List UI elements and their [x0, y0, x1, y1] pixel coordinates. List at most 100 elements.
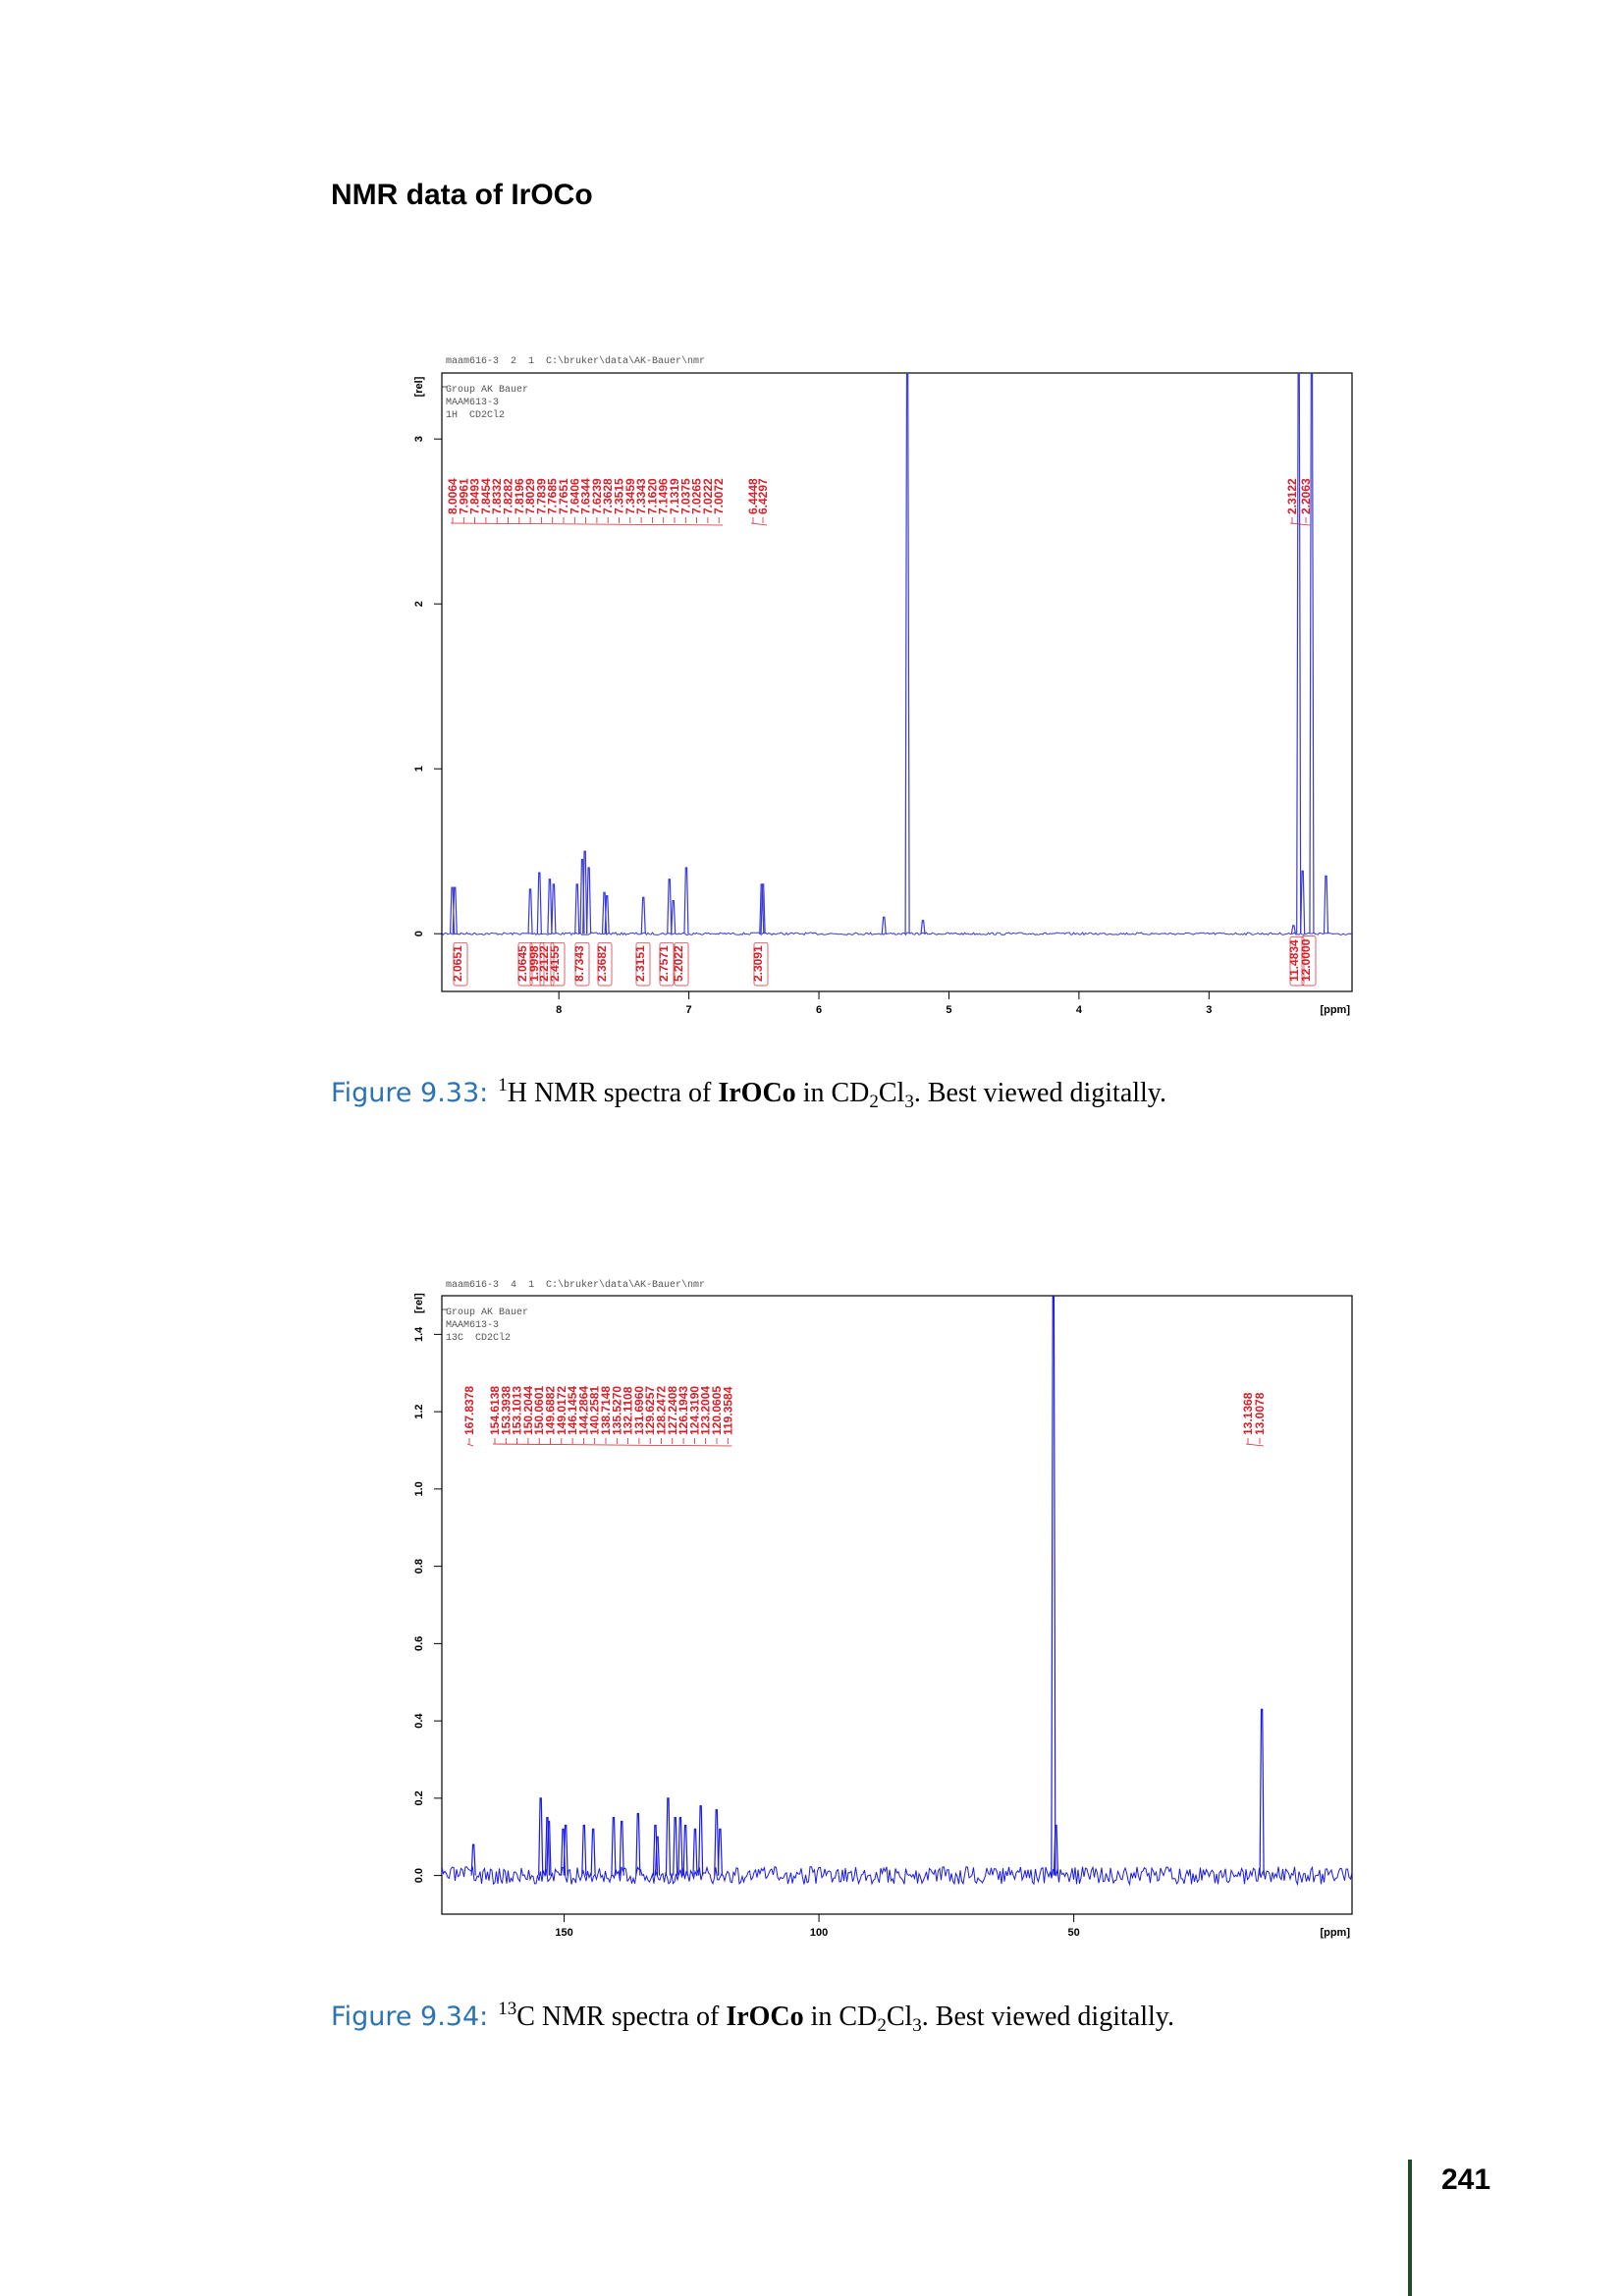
peak [673, 1816, 678, 1876]
peak-label: 2.2063 [1299, 478, 1313, 514]
figure: maam616-3 2 1 C:\bruker\data\AK-Bauer\nm… [331, 355, 1353, 1112]
peak-label: 146.1454 [566, 1386, 579, 1435]
integral-value: 1.9998 [527, 945, 541, 982]
peak-label: 124.3190 [687, 1386, 701, 1435]
peak [677, 1816, 683, 1876]
caption-label: Figure 9.34: [331, 2002, 488, 2032]
peak [604, 894, 610, 934]
peak-label: 7.0265 [690, 478, 704, 514]
figure-caption: Figure 9.34: 13C NMR spectra of IrOCo in … [331, 1999, 1174, 2036]
caption-normal: C NMR spectra of [516, 2002, 726, 2032]
integral-value: 2.0645 [515, 945, 529, 982]
x-axis-label: [ppm] [1320, 1927, 1350, 1939]
y-axis-label: [rel] [413, 1293, 425, 1313]
caption-normal: H NMR spectra of [508, 1078, 719, 1108]
caption-normal: . Best viewed digitally. [922, 2002, 1174, 2032]
peak [551, 883, 557, 934]
x-tick-label: 4 [1076, 1004, 1083, 1016]
integral-box [753, 941, 769, 987]
peak-label: 7.8282 [502, 478, 515, 514]
peak-label: 123.2004 [699, 1386, 713, 1435]
y-tick-label: 3 [413, 436, 425, 442]
peak-label: 7.3628 [601, 478, 615, 514]
peak [682, 1824, 688, 1876]
peak-label: 2.3122 [1285, 478, 1299, 514]
peak-label-bracket [466, 1443, 474, 1447]
integral-value: 2.0651 [451, 945, 464, 982]
integral-box [574, 941, 590, 987]
peak [582, 850, 588, 934]
y-tick-label: 0.8 [413, 1559, 425, 1574]
integral-box [550, 941, 566, 987]
peak [538, 1797, 544, 1876]
peak-label: 127.2408 [666, 1386, 679, 1435]
peak [536, 872, 542, 934]
caption-normal: Cl [887, 2002, 913, 2032]
peak [590, 1828, 596, 1876]
peak-label: 149.0172 [555, 1386, 568, 1435]
plot-frame [441, 1295, 1353, 1915]
integral-value: 11.4834 [1287, 939, 1301, 982]
y-tick-label: 0.6 [413, 1636, 425, 1651]
peak-label: 132.1108 [622, 1386, 635, 1435]
caption-sub: 2 [877, 2015, 887, 2036]
peak [581, 1824, 587, 1876]
spectrum-header: MAAM613-3 [446, 398, 499, 408]
peak [563, 1824, 568, 1876]
peak [920, 920, 926, 934]
peak [470, 1843, 476, 1876]
peak [619, 1820, 624, 1876]
peak-label: 126.1943 [677, 1386, 690, 1435]
peak-label: 7.9961 [457, 478, 470, 514]
peak-label: 167.8378 [462, 1386, 476, 1435]
peak-label: 150.0601 [532, 1386, 546, 1435]
integral-value: 5.2022 [672, 945, 685, 982]
baseline [442, 1865, 1352, 1887]
x-tick-label: 150 [555, 1927, 572, 1939]
peak-label: 7.1496 [657, 478, 671, 514]
peak [1309, 373, 1315, 934]
peak [1053, 1824, 1059, 1876]
integral-box [635, 941, 651, 987]
peak-label: 6.4448 [746, 478, 760, 514]
peak [1323, 875, 1329, 934]
peak [1296, 373, 1302, 934]
caption-bold: IrOCo [726, 2002, 803, 2032]
page-number: 241 [1441, 2163, 1490, 2196]
peak-label-bracket [750, 522, 768, 526]
integral-box [659, 941, 675, 987]
peak-label: 6.4297 [756, 478, 770, 514]
x-tick-label: 7 [686, 1004, 692, 1016]
spectrum-header: maam616-3 4 1 C:\bruker\data\AK-Bauer\nm… [446, 1279, 705, 1291]
peak-label: 7.7685 [546, 478, 560, 514]
peak-label: 140.2581 [588, 1386, 602, 1435]
peak-label: 128.2472 [655, 1386, 669, 1435]
integral-box [1301, 935, 1317, 987]
peak [452, 886, 458, 934]
peak-label: 149.6882 [544, 1386, 558, 1435]
peak [692, 1828, 698, 1876]
y-axis-label: [rel] [413, 376, 425, 397]
integral-value: 12.0000 [1299, 938, 1313, 982]
caption-sub: 3 [904, 1092, 914, 1112]
integral-box [539, 941, 555, 987]
plot-frame [441, 372, 1353, 992]
peak [547, 879, 553, 934]
peak-label: 7.8454 [479, 478, 493, 514]
spectrum-header: 13C CD2Cl2 [446, 1332, 511, 1344]
peak [759, 883, 765, 934]
peak-label: 7.6406 [568, 478, 581, 514]
integral-value: 2.7571 [657, 945, 671, 982]
peak-label: 7.8493 [468, 478, 482, 514]
peak-label: 138.7148 [599, 1386, 613, 1435]
peak [574, 883, 580, 934]
peak [546, 1820, 552, 1876]
peak-label-bracket [492, 1443, 732, 1447]
peak-label: 135.5270 [610, 1386, 623, 1435]
peak [665, 1797, 672, 1876]
x-tick-label: 6 [816, 1004, 822, 1016]
peak-label: 7.0222 [701, 478, 715, 514]
integral-box [597, 941, 613, 987]
peak [1300, 870, 1306, 934]
